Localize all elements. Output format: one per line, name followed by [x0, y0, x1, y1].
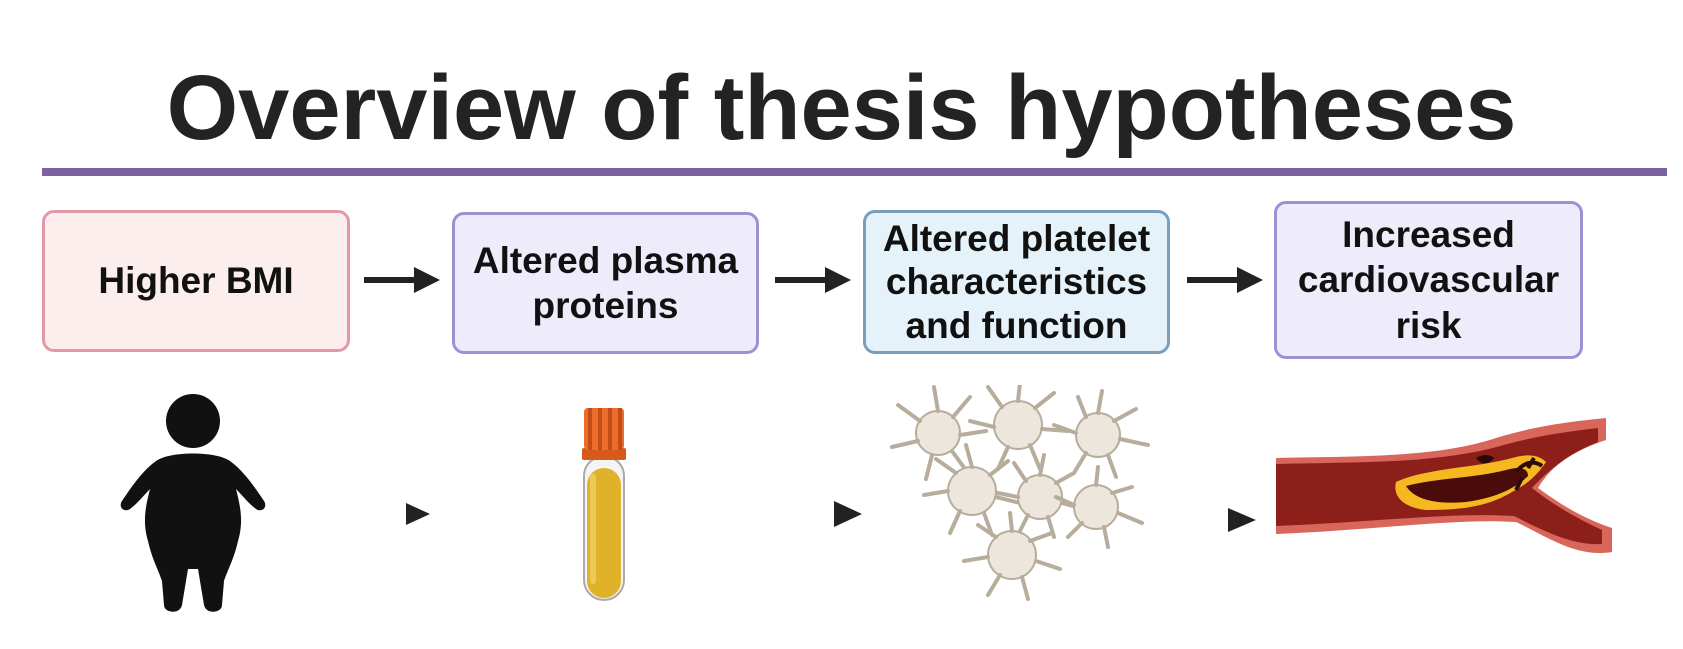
person-icon [120, 394, 266, 612]
arrow-right-icon [756, 501, 862, 527]
blood-tube-icon [582, 408, 626, 601]
step-label: Increased cardiovascular risk [1297, 214, 1560, 346]
arrow-right-icon [312, 503, 430, 525]
step-label: Altered platelet characteristics and fun… [882, 217, 1151, 346]
step-box-higher-bmi: Higher BMI [42, 210, 350, 352]
step-label: Altered plasma proteins [472, 239, 739, 326]
title-divider [42, 168, 1667, 176]
platelets-icon [890, 385, 1150, 601]
page-title: Overview of thesis hypotheses [166, 57, 1517, 159]
artery-icon [1276, 418, 1612, 554]
step-box-cardiovascular-risk: Increased cardiovascular risk [1274, 201, 1583, 359]
arrow-right-icon [364, 267, 440, 293]
arrow-right-icon [775, 267, 851, 293]
arrow-right-icon [1164, 508, 1256, 532]
step-label: Higher BMI [98, 260, 294, 302]
step-box-altered-platelet: Altered platelet characteristics and fun… [863, 210, 1170, 354]
step-box-altered-plasma-proteins: Altered plasma proteins [452, 212, 759, 354]
arrow-right-icon [1187, 267, 1263, 293]
